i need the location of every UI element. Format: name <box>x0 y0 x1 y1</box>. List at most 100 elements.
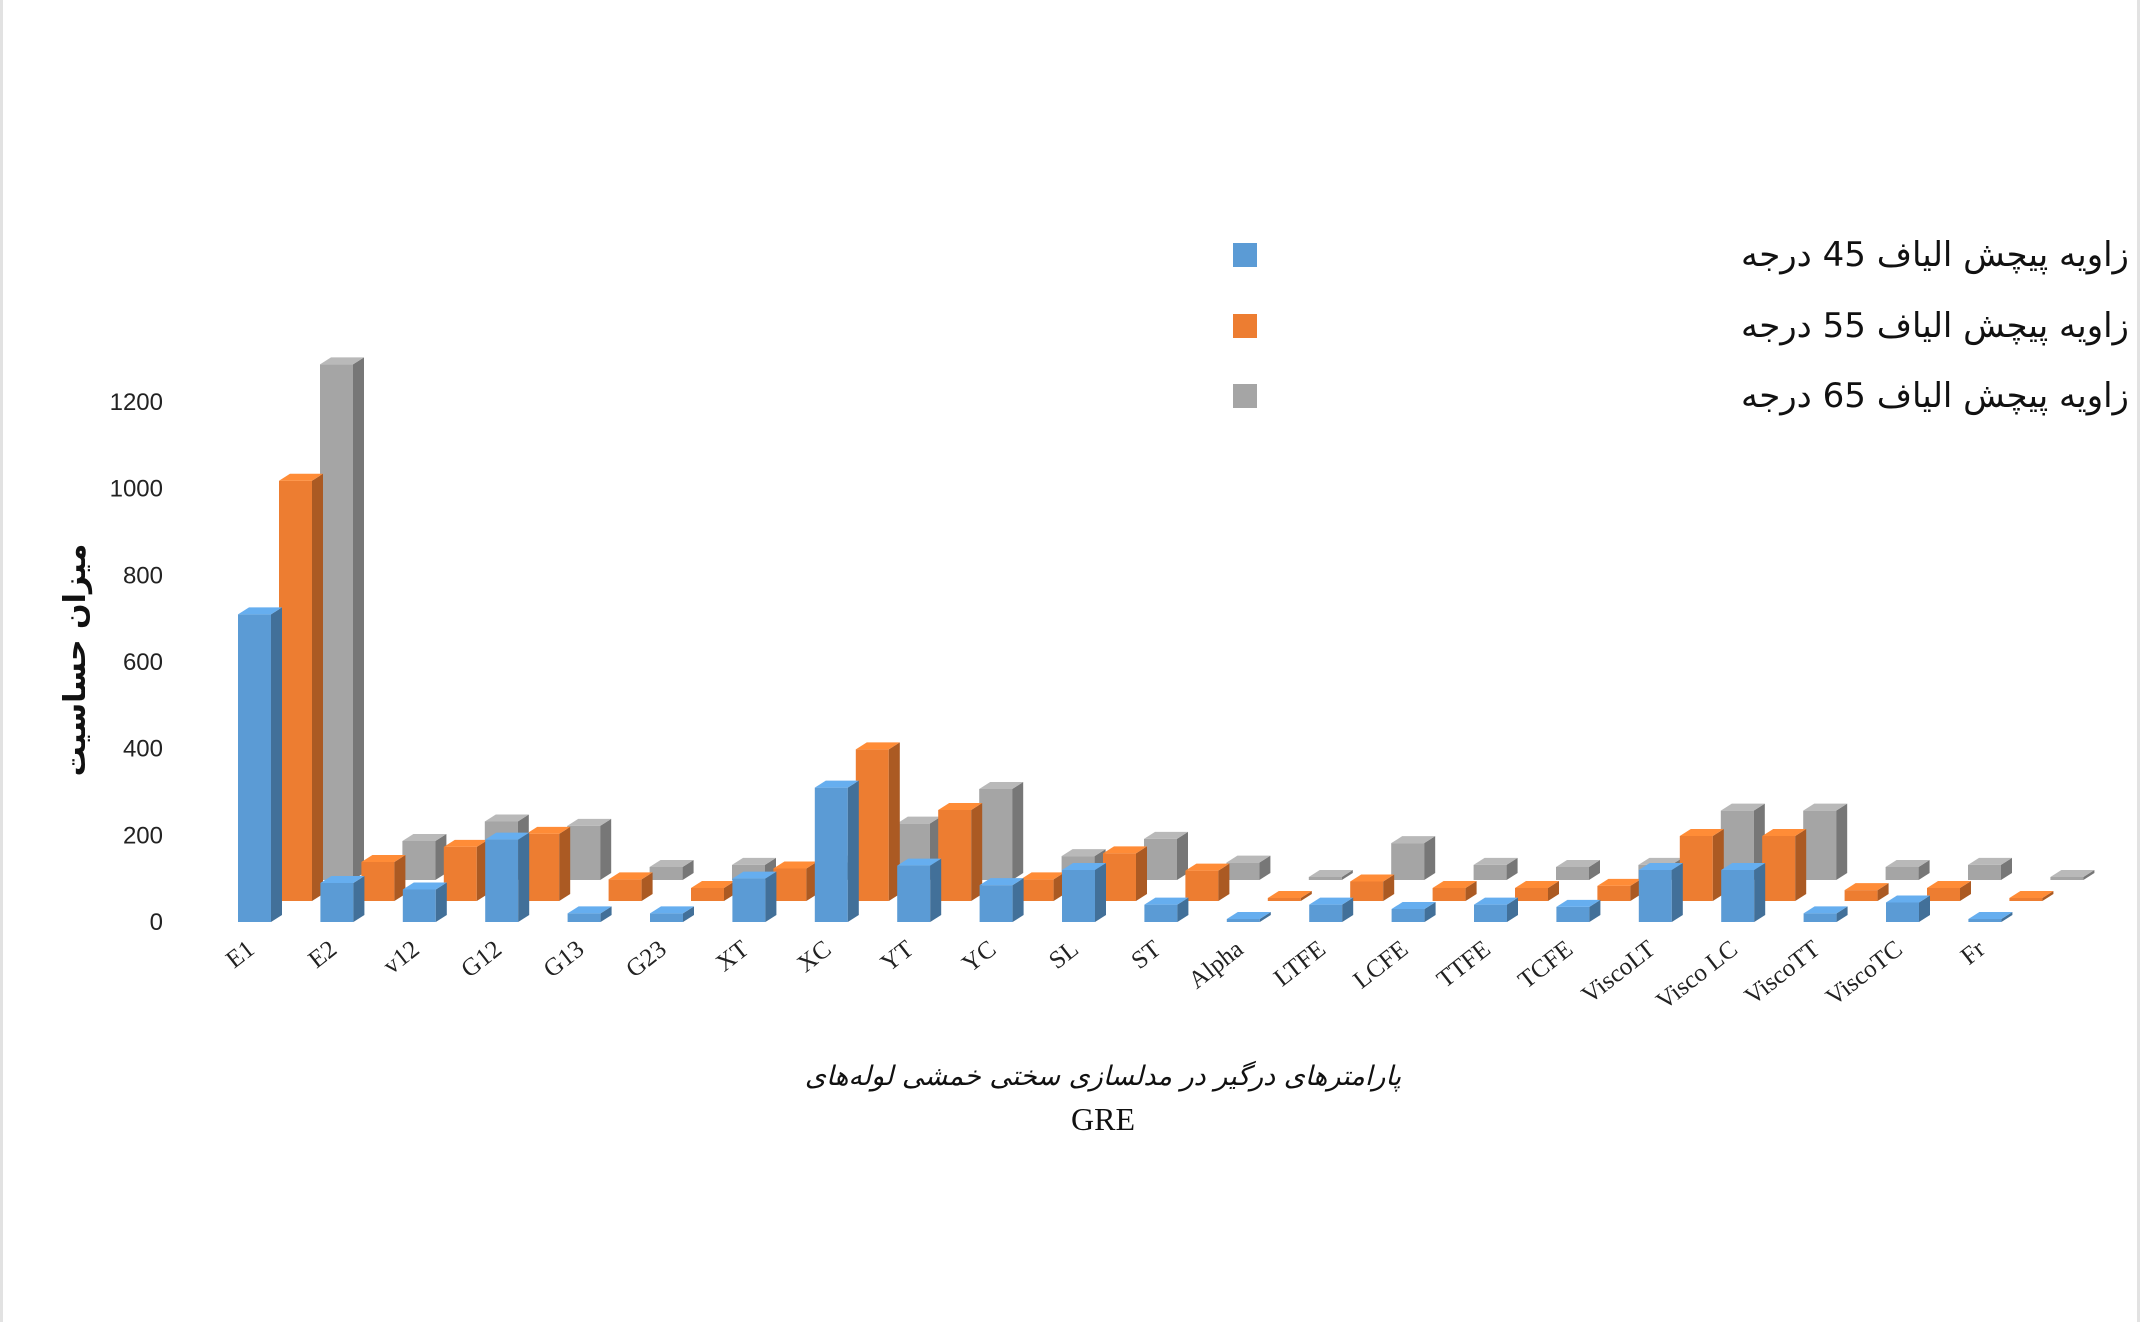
bar <box>979 878 1024 922</box>
x-tick-label: E2 <box>304 935 343 973</box>
bar-top <box>1556 899 1601 907</box>
bar <box>650 906 694 922</box>
bar-front <box>732 878 766 922</box>
bar-top <box>1185 863 1230 871</box>
x-axis-ticks: E1 E2 v12 G12 G13 G23 XT XC YT YC SL ST Alpha LTFE LCF… <box>221 935 1990 1015</box>
bar-top <box>1391 902 1436 910</box>
bar <box>1226 912 1271 922</box>
bar-side <box>971 803 983 901</box>
bar-side <box>930 858 942 922</box>
bar-side <box>1342 897 1354 922</box>
bar <box>1144 831 1188 880</box>
bar-front <box>402 841 436 880</box>
x-tick-label: G13 <box>539 935 590 983</box>
bar-top <box>1803 906 1848 914</box>
x-axis-label-line2: GRE <box>1071 1101 1135 1137</box>
bar <box>608 872 653 901</box>
bar <box>1844 883 1889 901</box>
bar-side <box>1177 897 1189 922</box>
bar-top <box>1391 836 1436 844</box>
bar <box>938 803 983 901</box>
bar <box>279 473 323 901</box>
bar-front <box>773 868 807 901</box>
bar <box>1679 829 1724 901</box>
bar-side <box>1177 831 1188 880</box>
bar-front <box>238 614 271 922</box>
bar-top <box>1474 897 1518 905</box>
bar <box>567 818 612 880</box>
bar-front <box>938 810 972 901</box>
bar-front <box>1350 881 1384 901</box>
bar <box>526 826 571 901</box>
bar <box>1762 829 1807 901</box>
bar-top <box>691 881 735 889</box>
bar <box>1020 872 1065 901</box>
bar-side <box>476 839 488 901</box>
bar-front <box>1927 888 1960 901</box>
bar-top <box>1720 803 1765 811</box>
bar <box>1638 863 1683 922</box>
bar-side <box>1671 863 1683 922</box>
legend-item-45: نمونه با زاویه پیچش الیاف 45 درجه <box>1233 235 2140 275</box>
bar-side <box>1753 803 1765 880</box>
bar-side <box>1465 881 1477 901</box>
x-tick-label: LCFE <box>1349 935 1414 994</box>
series-1-bars <box>279 473 2054 901</box>
bar-front <box>526 833 560 901</box>
bar-top <box>2050 870 2095 877</box>
bar-side <box>888 742 900 901</box>
bar <box>732 871 777 922</box>
bar-side <box>1259 912 1271 922</box>
bar-top <box>1062 863 1106 871</box>
bar-side <box>682 860 694 880</box>
bar-front <box>1886 902 1919 922</box>
bar-side <box>2083 870 2095 880</box>
bar-front <box>1185 870 1219 901</box>
x-tick-label: TCFE <box>1513 935 1578 994</box>
bar <box>1556 899 1601 922</box>
bar-side <box>435 882 447 922</box>
bar <box>402 834 447 880</box>
bar-top <box>1432 881 1477 889</box>
x-tick-label: G12 <box>456 935 507 983</box>
bar-top <box>1886 895 1930 903</box>
bar-top <box>443 839 488 847</box>
bar-front <box>1721 870 1755 922</box>
bar-side <box>435 834 447 880</box>
bar-front <box>320 883 354 922</box>
bar-front <box>1226 919 1260 922</box>
bar <box>320 357 364 880</box>
bar-top <box>650 906 694 914</box>
bar-side <box>600 818 612 880</box>
bar-front <box>485 839 519 922</box>
bar-front <box>1556 906 1590 922</box>
legend-swatch-65 <box>1233 384 1257 408</box>
bar-front <box>1515 888 1548 901</box>
series-2-bars <box>320 357 2095 880</box>
bar-front <box>1844 890 1878 901</box>
bar-side <box>1507 897 1518 922</box>
bar-top <box>1144 831 1188 839</box>
bar-front <box>567 825 601 880</box>
bar-side <box>1589 899 1601 922</box>
bar-top <box>1803 803 1848 811</box>
bar-side <box>1877 883 1889 901</box>
bar <box>1968 857 2012 880</box>
x-tick-label: ST <box>1126 935 1166 974</box>
bar-top <box>567 906 612 914</box>
bar <box>1309 897 1354 922</box>
bars-layer <box>238 357 2095 922</box>
bar-side <box>1012 878 1024 922</box>
bar-top <box>1308 870 1353 877</box>
bar-front <box>2050 877 2084 880</box>
y-tick-label: 800 <box>123 562 163 589</box>
bar-top <box>1885 860 1930 868</box>
bar-side <box>1919 895 1930 922</box>
bar <box>1721 863 1766 922</box>
bar-top <box>855 742 900 750</box>
bar-front <box>1308 877 1342 880</box>
bar-side <box>1795 829 1807 901</box>
bar-top <box>1844 883 1889 891</box>
bar-side <box>1506 857 1518 880</box>
bar-front <box>1432 888 1466 901</box>
